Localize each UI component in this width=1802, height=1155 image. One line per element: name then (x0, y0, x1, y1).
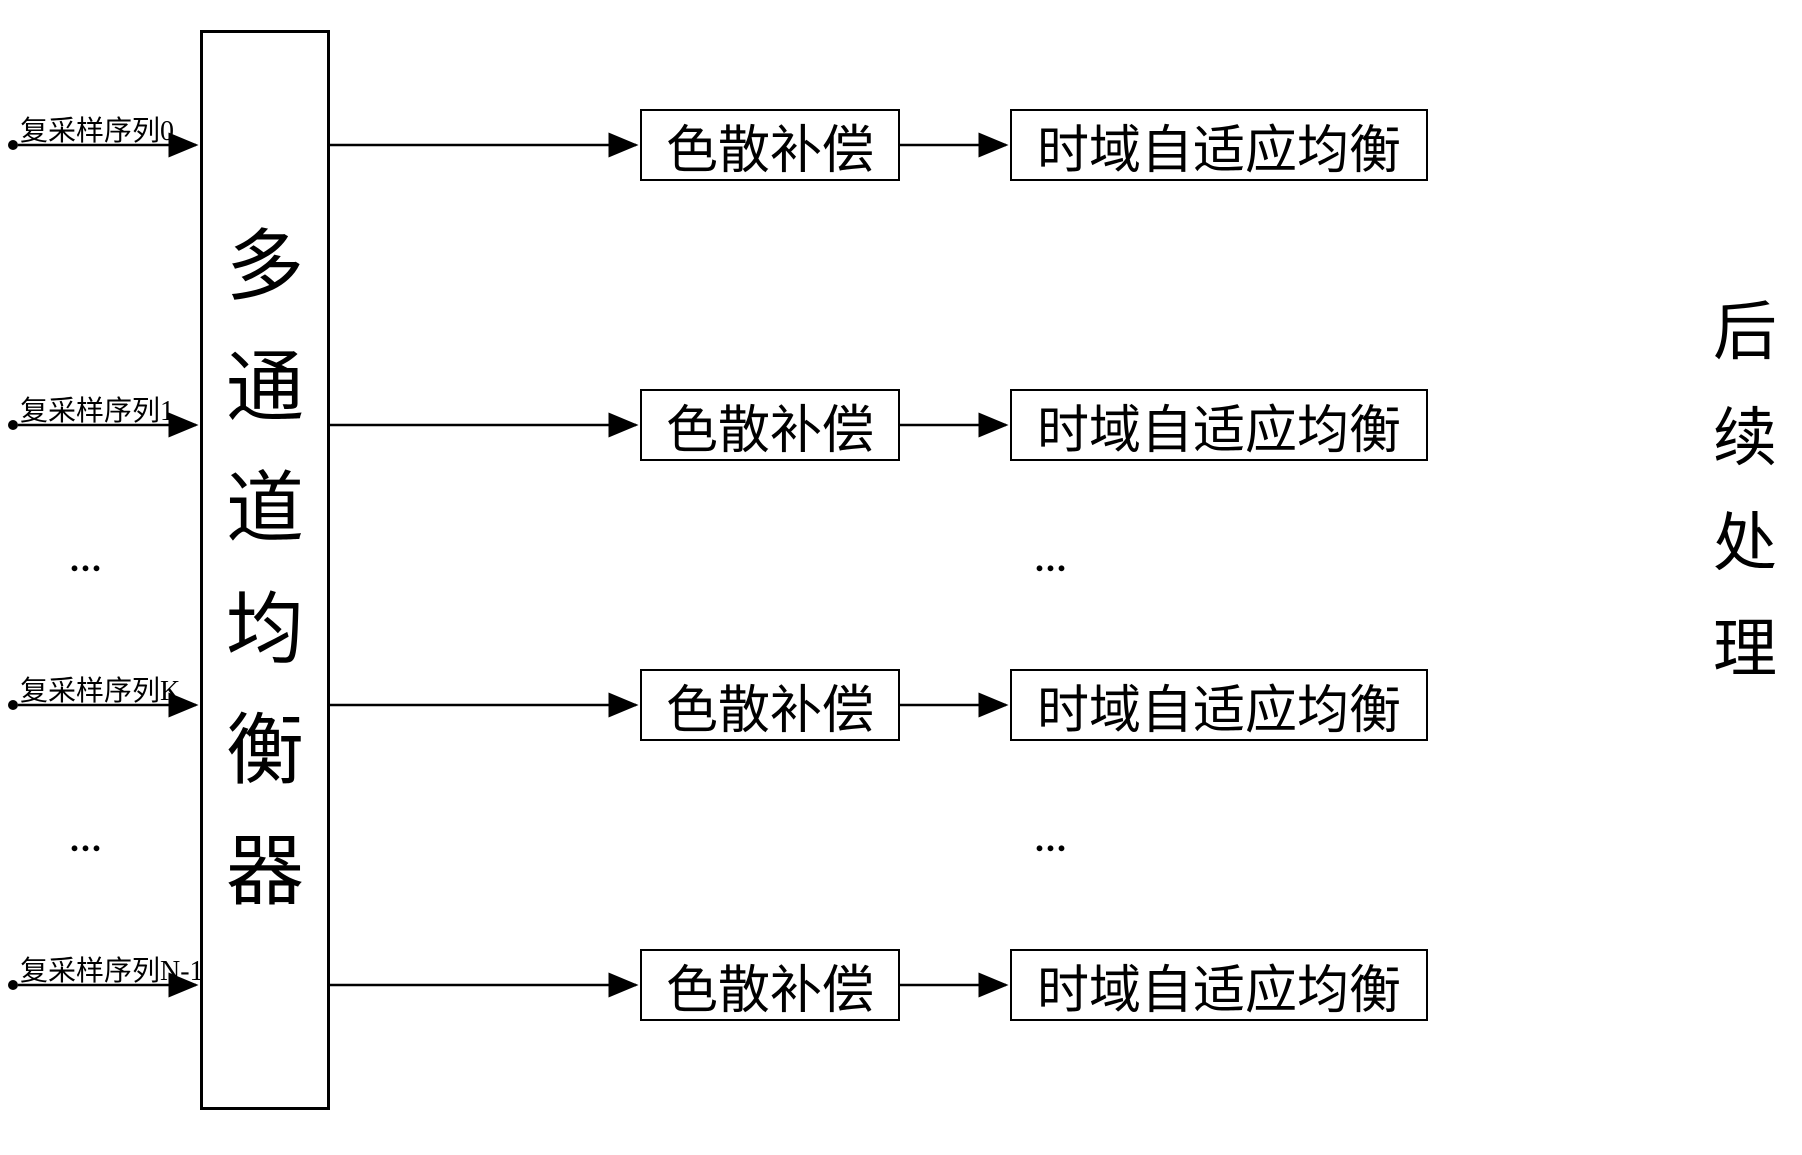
ellipsis: ... (1035, 818, 1068, 860)
post-processing-label: 后 续 处 理 (1713, 280, 1777, 702)
signal-processing-diagram: 多 通 道 均 衡 器 后 续 处 理 复采样序列0 复采样序列1 复采样序列K 复采… (0, 0, 1802, 1155)
time-domain-adaptive-eq-block: 时域自适应均衡 (1010, 669, 1428, 741)
input-sequence-label: 复采样序列N-1 (20, 949, 204, 989)
equalizer-char: 多 (226, 207, 304, 328)
ellipsis: ... (1035, 538, 1068, 580)
input-sequence-label: 复采样序列0 (20, 109, 174, 149)
dispersion-compensation-block: 色散补偿 (640, 949, 900, 1021)
output-char: 理 (1713, 597, 1777, 703)
input-sequence-label: 复采样序列1 (20, 389, 174, 429)
input-dot (8, 140, 18, 150)
time-domain-adaptive-eq-block: 时域自适应均衡 (1010, 949, 1428, 1021)
equalizer-char: 均 (226, 570, 304, 691)
ellipsis: ... (70, 818, 103, 860)
equalizer-char: 衡 (226, 691, 304, 812)
input-sequence-label: 复采样序列K (20, 669, 180, 709)
output-char: 后 (1713, 280, 1777, 386)
time-domain-adaptive-eq-block: 时域自适应均衡 (1010, 109, 1428, 181)
time-domain-adaptive-eq-block: 时域自适应均衡 (1010, 389, 1428, 461)
equalizer-char: 通 (226, 328, 304, 449)
input-dot (8, 420, 18, 430)
output-char: 续 (1713, 386, 1777, 492)
dispersion-compensation-block: 色散补偿 (640, 389, 900, 461)
equalizer-char: 道 (226, 449, 304, 570)
output-char: 处 (1713, 491, 1777, 597)
equalizer-char: 器 (226, 812, 304, 933)
multichannel-equalizer-block: 多 通 道 均 衡 器 (200, 30, 330, 1110)
dispersion-compensation-block: 色散补偿 (640, 109, 900, 181)
input-dot (8, 980, 18, 990)
dispersion-compensation-block: 色散补偿 (640, 669, 900, 741)
input-dot (8, 700, 18, 710)
ellipsis: ... (70, 538, 103, 580)
